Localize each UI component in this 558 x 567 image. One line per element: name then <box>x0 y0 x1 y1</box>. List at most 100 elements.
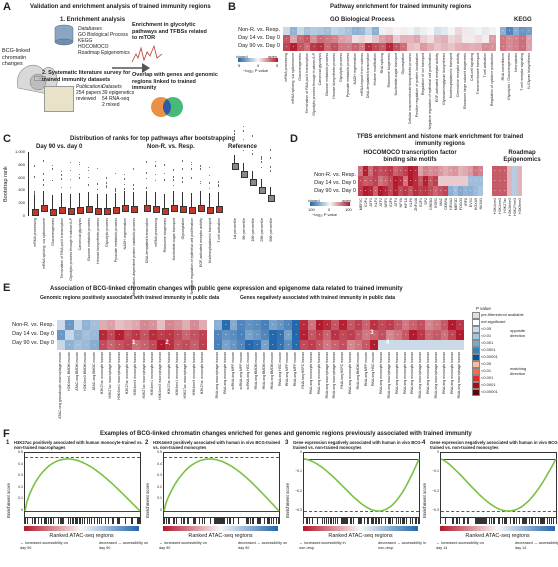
c-outlier <box>217 183 219 186</box>
c-outlier <box>260 156 262 158</box>
c-outlier <box>181 160 183 162</box>
go-cell: * <box>386 43 394 52</box>
e-right-cell-star: * <box>342 343 344 347</box>
go-cell-star: * <box>292 29 295 33</box>
go-cell: * <box>482 43 490 52</box>
gsea-hits <box>303 518 420 524</box>
e-right-cell-star: * <box>319 323 321 327</box>
kegg-cell-star: * <box>521 29 524 33</box>
go-cell: * <box>303 35 311 44</box>
tf-label: ATF4 <box>393 198 398 207</box>
go-cell: * <box>331 43 339 52</box>
e-left-cell <box>98 320 108 331</box>
mark-cell-star: * <box>494 189 496 193</box>
c-ytick: 600 <box>18 174 25 180</box>
go-cell: * <box>413 35 421 44</box>
e-right-cell-star: * <box>365 343 368 347</box>
c-box <box>241 171 248 178</box>
gsea-line <box>440 458 557 512</box>
tf-cell-star: * <box>360 179 362 183</box>
e-right-cell: * <box>409 330 418 341</box>
go-cell <box>434 35 442 44</box>
e-right-cell: * <box>268 340 277 351</box>
e-right-cell: * <box>221 330 230 341</box>
c-outlier <box>190 161 192 164</box>
e-left-cell: * <box>123 340 133 351</box>
e-right-cell: * <box>393 320 402 331</box>
go-cell-star: * <box>347 37 349 41</box>
go-cell: * <box>310 43 318 52</box>
gsea-curve <box>24 458 141 512</box>
e-right-cell: * <box>292 340 301 351</box>
e-right-cell-star: * <box>451 323 454 327</box>
kegg-cell: * <box>500 27 507 36</box>
go-term-label: mRNA export from nucleus <box>359 53 364 96</box>
c-outlier <box>190 163 192 166</box>
c-box <box>77 207 84 215</box>
kegg-cell: * <box>500 43 507 52</box>
go-cell: * <box>379 35 387 44</box>
e-left-cell: * <box>198 330 208 341</box>
e-right-cell-star: * <box>326 323 329 327</box>
mark-cell: * <box>492 166 498 177</box>
e-right-cell-star: * <box>319 343 321 347</box>
gsea-area <box>440 452 557 518</box>
c-label: Hexose biosynthetic process <box>96 218 100 264</box>
e-right-cell-star: * <box>381 323 383 327</box>
tf-cell: * <box>473 186 479 197</box>
e-right-cell-star: * <box>397 323 399 327</box>
b-legend-open: open <box>268 54 277 59</box>
go-cell: * <box>283 43 291 52</box>
d-sub1: HOCOMOCO transcription factor binding si… <box>363 150 457 163</box>
step2-label: 2. Systematic literature survey for trai… <box>42 70 131 83</box>
go-cell-star: * <box>285 45 288 49</box>
go-term-label: Cellular macromolecule biosynthetic proc… <box>407 53 412 125</box>
tf-cell: * <box>468 166 474 177</box>
go-cell <box>434 27 442 36</box>
e-right-cell: * <box>307 340 316 351</box>
go-cell <box>420 27 428 36</box>
tf-cell: * <box>448 186 454 197</box>
go-cell <box>399 35 407 44</box>
go-cell: * <box>317 43 325 52</box>
go-cell <box>386 27 394 36</box>
database-item: GO Biological Process <box>78 32 129 38</box>
e-left-cell: * <box>82 320 91 331</box>
e-legend-item: <0.00001 <box>481 353 498 359</box>
c-label: Glycosylation <box>181 218 185 240</box>
e-right-cell-star: * <box>264 333 266 337</box>
gsea-plot: 1 H3K27ac positively associated with huma… <box>6 440 148 567</box>
e-right-cell-star: * <box>358 343 360 347</box>
e-right-label: RNA-seq monocyte human <box>379 352 384 395</box>
go-term-label: Transmembrane transport <box>476 53 481 95</box>
e-right-label: RNA-seq monocyte human <box>222 352 227 395</box>
tf-cell-star: * <box>445 189 447 193</box>
tf-cell: * <box>423 186 429 197</box>
e-right-cell-star: * <box>311 343 313 347</box>
go-term-label: Negative regulation of epithelial cell p… <box>428 53 433 130</box>
c-ytick: 0 <box>22 213 25 218</box>
e-legend-item: <0.001 <box>481 374 494 380</box>
c-label: mRNA splicing, via spliceosome <box>42 218 46 269</box>
e-left-cell <box>198 320 208 331</box>
e-right-label: RNA-seq macrophage human <box>418 352 423 399</box>
gsea-dash <box>25 457 140 458</box>
e-right-cell: * <box>221 320 230 331</box>
go-cell <box>420 35 428 44</box>
e-right-cell: * <box>331 340 340 351</box>
tf-cell-star: * <box>365 179 367 183</box>
c-box <box>41 205 48 213</box>
tf-cell: * <box>393 176 399 187</box>
e-legend-swatch <box>472 319 480 326</box>
c-label: Canonical glycolysis <box>78 218 82 251</box>
go-cell: * <box>358 43 366 52</box>
tf-cell: * <box>428 186 434 197</box>
c-outlier <box>172 179 174 181</box>
gsea-ytick: −0.2 <box>432 488 439 493</box>
tf-cell <box>458 166 464 177</box>
tf-cell: * <box>478 166 484 177</box>
e-right-cell: * <box>354 340 363 351</box>
bcg-badge: BCG <box>34 76 46 81</box>
c-outlier <box>269 166 271 168</box>
e-right-cell: * <box>385 320 394 331</box>
